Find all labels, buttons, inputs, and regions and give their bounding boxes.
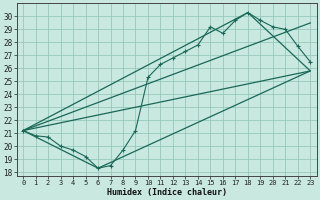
X-axis label: Humidex (Indice chaleur): Humidex (Indice chaleur): [107, 188, 227, 197]
